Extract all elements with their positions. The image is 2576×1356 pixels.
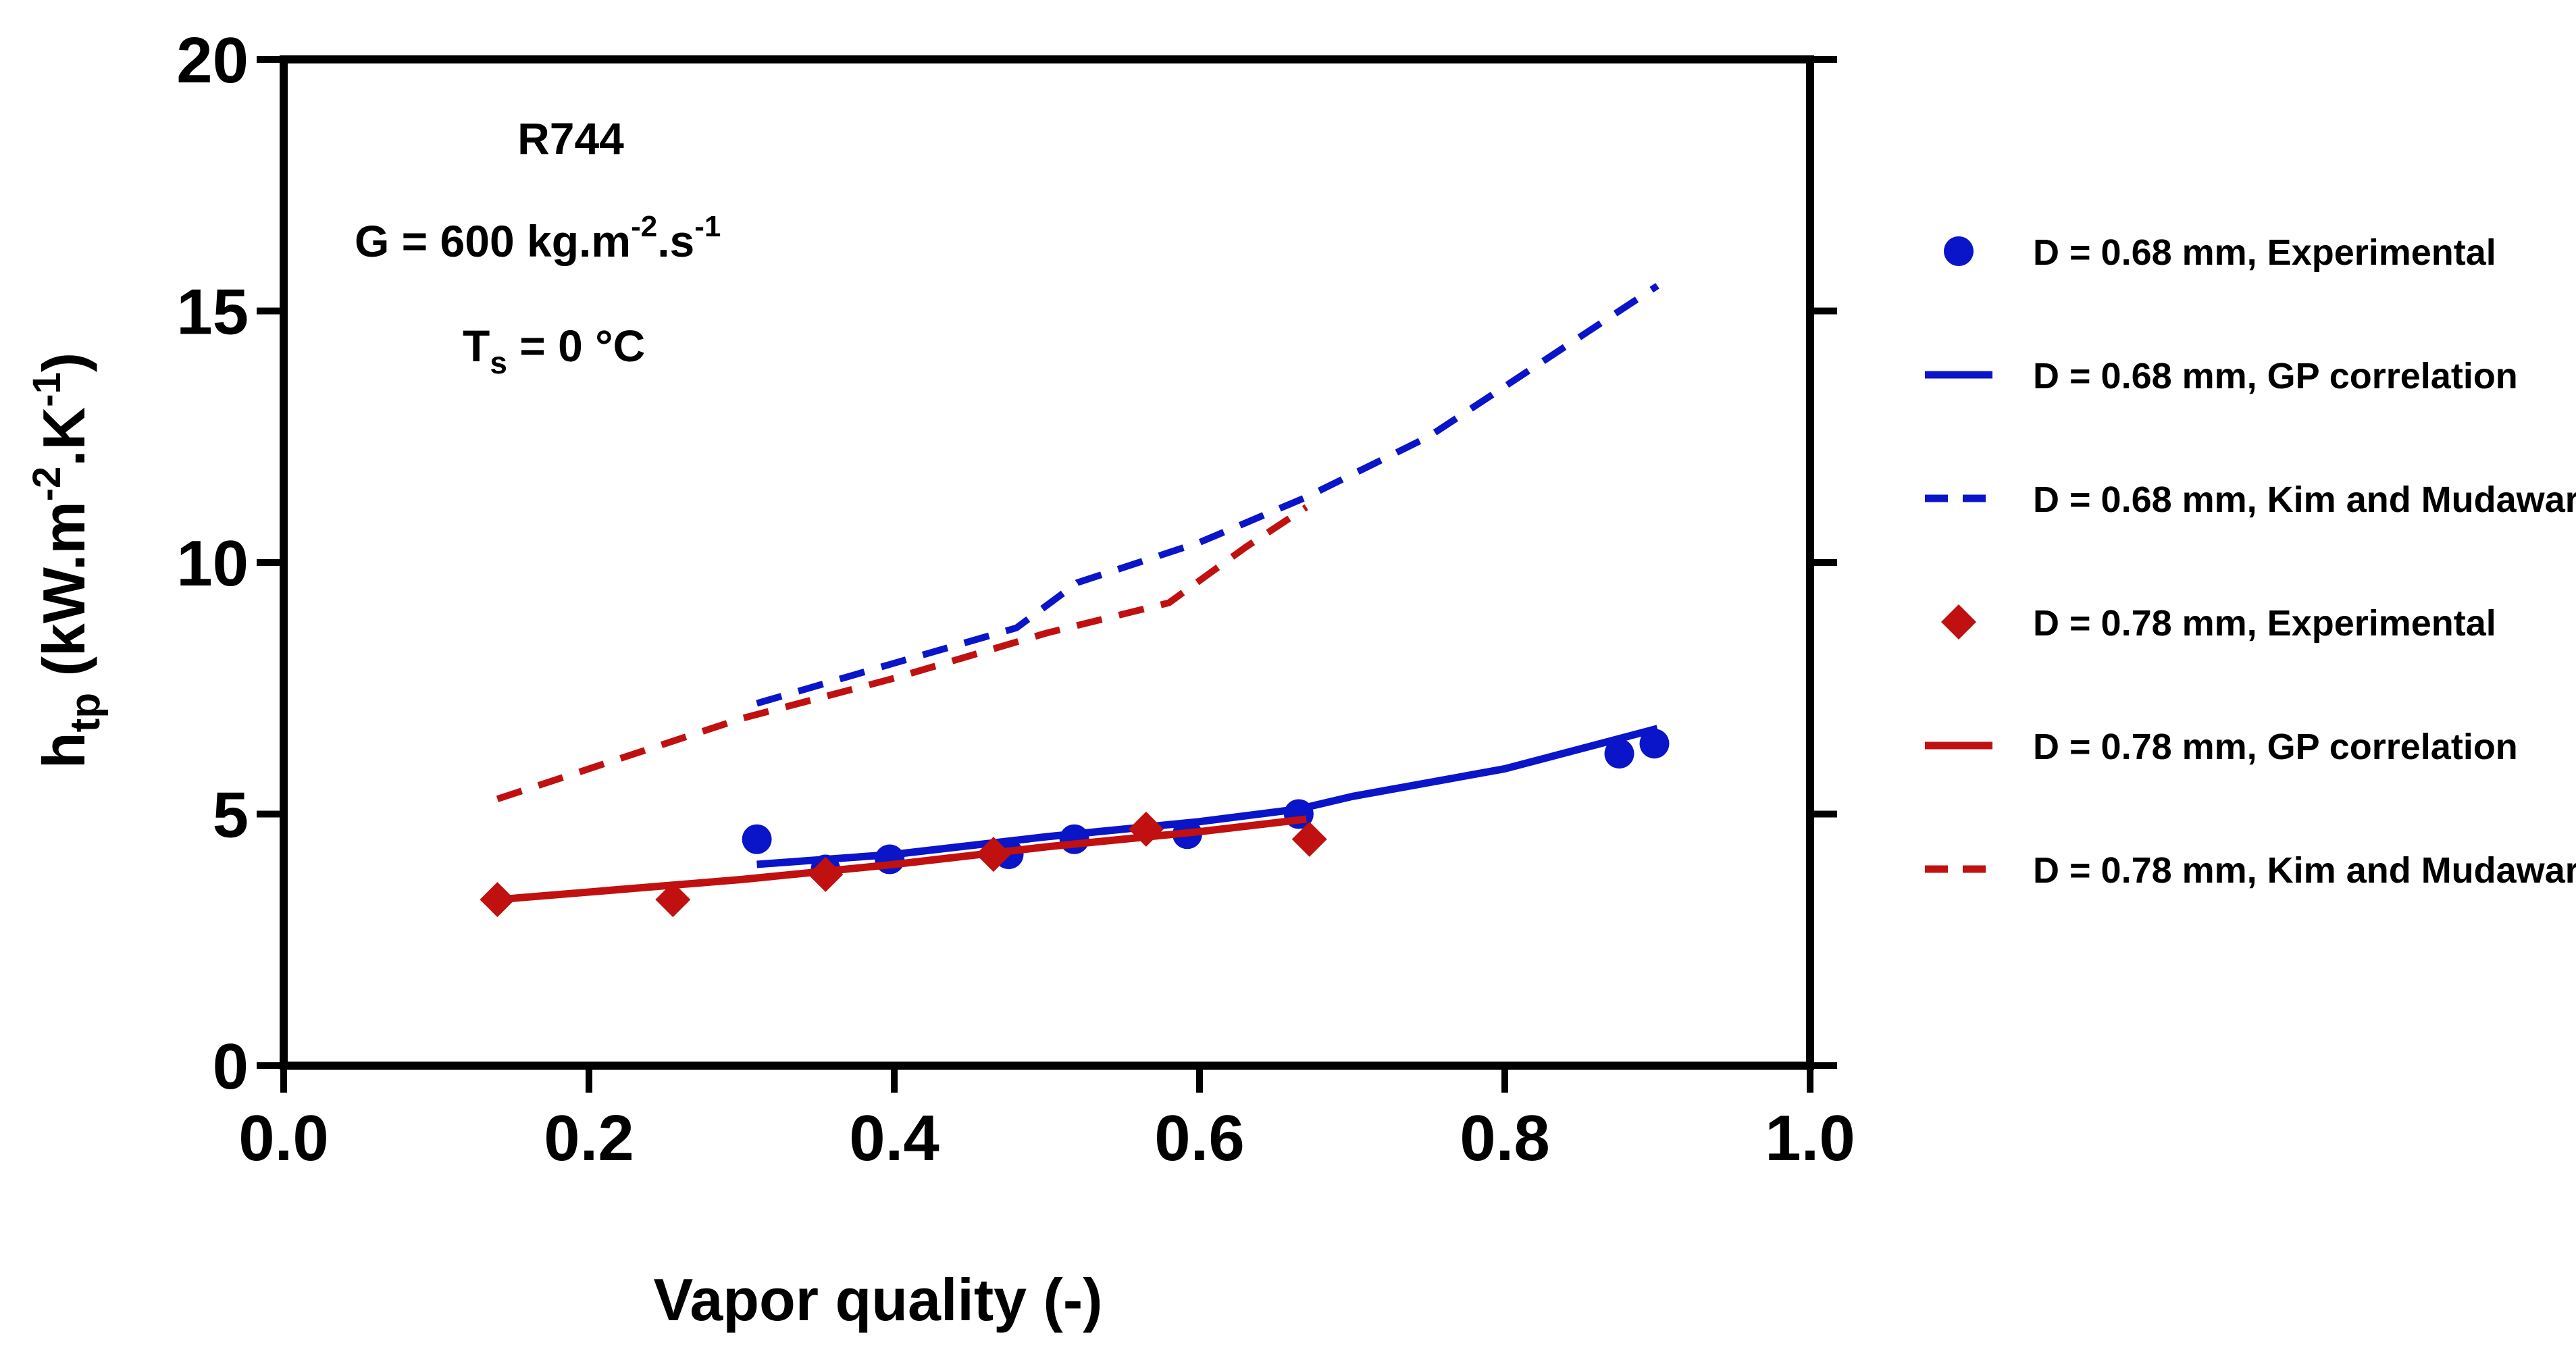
plot-frame [280, 55, 1814, 1070]
legend-label-d-0-68-mm-experimental: D = 0.68 mm, Experimental [2033, 232, 2496, 273]
y-tick-label: 10 [176, 527, 249, 600]
legend-label-d-0-78-mm-kim-and-mudawar: D = 0.78 mm, Kim and Mudawar [2033, 850, 2576, 891]
series-line-d-0-68-mm-kim-and-mudawar [756, 283, 1659, 707]
legend-label-d-0-78-mm-gp-correlation: D = 0.78 mm, GP correlation [2033, 727, 2518, 767]
data-point-d-0-68-mm-experimental [742, 824, 772, 854]
legend-swatch-d-0-68-mm-experimental [1944, 236, 1974, 266]
data-point-d-0-68-mm-experimental [1639, 729, 1670, 759]
data-point-d-0-68-mm-experimental [1059, 824, 1089, 854]
y-axis-ticks: 0 5 10 15 20 [176, 24, 1837, 1103]
x-tick-label: 0.4 [849, 1102, 939, 1174]
data-point-d-0-68-mm-experimental [875, 844, 905, 875]
legend-label-d-0-78-mm-experimental: D = 0.78 mm, Experimental [2033, 603, 2496, 644]
y-tick-label: 5 [213, 779, 249, 852]
x-axis-title: Vapor quality (-) [654, 1266, 1103, 1333]
x-axis-ticks: 0.0 0.2 0.4 0.6 0.8 1.0 [238, 1066, 1855, 1174]
y-tick-label: 15 [176, 276, 249, 348]
legend: D = 0.68 mm, Experimental D = 0.68 mm, GP… [1925, 232, 2576, 891]
data-point-d-0-68-mm-experimental [1604, 739, 1634, 769]
y-axis-title: htp (kW.m-2.K-1) [25, 353, 109, 768]
x-tick-label: 1.0 [1765, 1102, 1855, 1174]
data-point-d-0-78-mm-experimental [655, 882, 691, 918]
annotation-temperature: Ts = 0 °C [463, 321, 645, 380]
legend-label-d-0-68-mm-kim-and-mudawar: D = 0.68 mm, Kim and Mudawar [2033, 479, 2576, 520]
x-tick-label: 0.6 [1154, 1102, 1244, 1174]
x-tick-label: 0.2 [544, 1102, 634, 1174]
annotation-fluid: R744 [517, 113, 624, 163]
annotation-mass-flux: G = 600 kg.m-2.s-1 [355, 210, 721, 266]
y-tick-label: 0 [213, 1031, 249, 1103]
series-line-d-0-78-mm-kim-and-mudawar [496, 504, 1308, 802]
legend-label-d-0-68-mm-gp-correlation: D = 0.68 mm, GP correlation [2033, 356, 2518, 396]
y-tick-label: 20 [176, 24, 249, 97]
data-point-d-0-78-mm-experimental [1291, 821, 1327, 857]
series-layer [480, 283, 1670, 918]
series-line-d-0-68-mm-gp-correlation [756, 725, 1659, 868]
legend-swatch-d-0-78-mm-experimental [1941, 604, 1976, 640]
x-tick-label: 0.0 [238, 1102, 328, 1174]
x-tick-label: 0.8 [1460, 1102, 1549, 1174]
series-line-d-0-78-mm-gp-correlation [496, 815, 1307, 904]
